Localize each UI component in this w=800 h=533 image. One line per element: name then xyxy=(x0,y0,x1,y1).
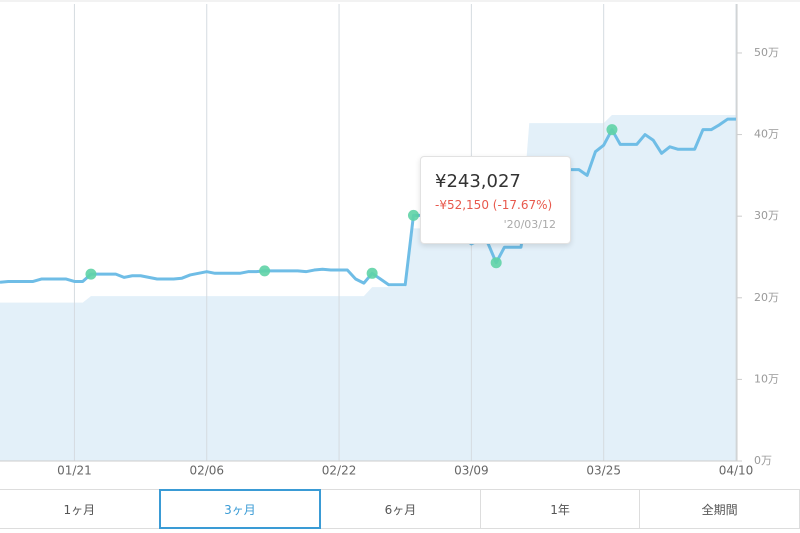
x-tick-label: 03/25 xyxy=(586,464,621,478)
range-button[interactable]: 6ヶ月 xyxy=(320,489,481,529)
trade-marker xyxy=(407,209,419,221)
y-tick-label: 0万 xyxy=(754,454,772,467)
trade-marker xyxy=(490,257,502,269)
tooltip-date: '20/03/12 xyxy=(503,218,556,231)
x-tick-label: 01/21 xyxy=(57,464,92,478)
range-button[interactable]: 3ヶ月 xyxy=(158,489,322,529)
range-button[interactable]: 1年 xyxy=(479,489,641,529)
range-buttons: 1ヶ月 3ヶ月 6ヶ月 1年 全期間 xyxy=(0,489,800,529)
trade-marker xyxy=(85,268,97,280)
tooltip-value: ¥243,027 xyxy=(435,171,521,192)
range-button[interactable]: 全期間 xyxy=(639,489,800,529)
y-tick-label: 40万 xyxy=(754,128,779,141)
y-tick-label: 30万 xyxy=(754,209,779,222)
tooltip-change: -¥52,150 (-17.67%) xyxy=(435,198,553,212)
range-button[interactable]: 1ヶ月 xyxy=(0,489,160,529)
y-tick-label: 10万 xyxy=(754,372,779,385)
x-tick-label: 04/10 xyxy=(719,464,754,478)
y-tick-label: 50万 xyxy=(754,46,779,59)
tooltip: ¥243,027 -¥52,150 (-17.67%) '20/03/12 xyxy=(420,156,571,244)
invested-area xyxy=(0,114,736,461)
trade-marker xyxy=(606,124,618,136)
trade-marker xyxy=(366,267,378,279)
y-tick-label: 20万 xyxy=(754,291,779,304)
x-tick-label: 03/09 xyxy=(454,464,489,478)
trade-marker xyxy=(259,265,271,277)
x-tick-label: 02/22 xyxy=(322,464,357,478)
x-tick-label: 02/06 xyxy=(189,464,224,478)
